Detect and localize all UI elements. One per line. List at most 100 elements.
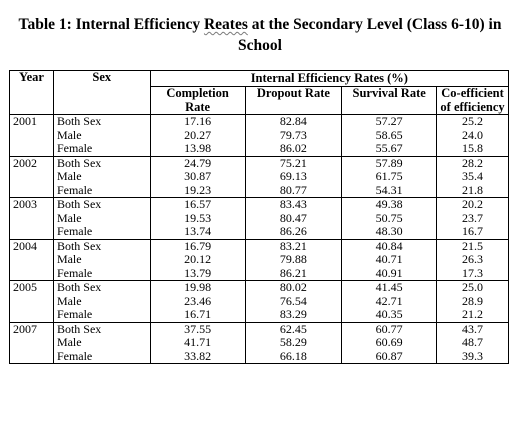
coefficient-cell: 25.0 — [436, 280, 509, 295]
survival-cell: 40.91 — [341, 266, 438, 281]
dropout-cell: 76.54 — [244, 294, 343, 308]
completion-cell: 13.79 — [149, 266, 246, 281]
completion-cell: 20.27 — [149, 128, 246, 142]
coefficient-cell: 25.2 — [436, 114, 509, 129]
survival-cell: 60.69 — [341, 335, 438, 350]
dropout-cell: 80.02 — [244, 280, 343, 295]
dropout-cell: 79.73 — [244, 128, 343, 142]
dropout-cell: 79.88 — [244, 252, 343, 267]
dropout-cell: 80.47 — [244, 211, 343, 225]
completion-cell: 24.79 — [149, 155, 246, 170]
survival-cell: 40.71 — [341, 252, 438, 267]
completion-cell: 16.57 — [149, 197, 246, 212]
table-row: Male 41.71 58.29 60.69 48.7 — [10, 335, 509, 350]
table-row: Female 13.74 86.26 48.30 16.7 — [10, 224, 509, 240]
sex-cell: Female — [52, 141, 151, 157]
completion-cell: 37.55 — [149, 321, 246, 336]
header-row-1: Year Sex Internal Efficiency Rates (%) — [9, 70, 510, 115]
sex-cell: Female — [52, 307, 151, 323]
sex-cell: Both Sex — [52, 197, 151, 212]
survival-cell: 54.31 — [341, 183, 438, 198]
completion-cell: 16.71 — [149, 307, 246, 323]
year-header: Year — [9, 70, 54, 115]
completion-cell: 19.98 — [149, 280, 246, 295]
completion-cell: 13.74 — [149, 224, 246, 240]
table-row: Male 23.46 76.54 42.71 28.9 — [10, 294, 509, 308]
coefficient-cell: 28.2 — [436, 155, 509, 170]
year-cell: 2002 — [9, 155, 54, 198]
table-row: Female 16.71 83.29 40.35 21.2 — [10, 307, 509, 323]
sex-header: Sex — [52, 70, 151, 115]
year-cell: 2005 — [9, 280, 54, 323]
completion-cell: 16.79 — [149, 238, 246, 253]
dropout-cell: 66.18 — [244, 349, 343, 364]
survival-cell: 49.38 — [341, 197, 438, 212]
table-row: Female 19.23 80.77 54.31 21.8 — [10, 183, 509, 198]
sex-cell: Both Sex — [52, 114, 151, 129]
table-row: 2001 Both Sex 17.16 82.84 57.27 25.2 — [9, 114, 509, 157]
completion-cell: 19.53 — [149, 211, 246, 225]
completion-cell: 17.16 — [149, 114, 246, 129]
survival-cell: 40.84 — [341, 238, 438, 253]
survival-cell: 48.30 — [341, 224, 438, 240]
completion-cell: 30.87 — [149, 169, 246, 184]
sex-cell: Female — [52, 224, 151, 240]
survival-cell: 57.89 — [341, 155, 438, 170]
dropout-cell: 83.29 — [244, 307, 343, 323]
survival-cell: 60.87 — [341, 349, 438, 364]
coefficient-header: Co-efficient of efficiency — [436, 86, 509, 115]
header-row-2: Completion Rate Dropout Rate Survival Ra… — [10, 86, 509, 115]
year-cell: 2003 — [9, 197, 54, 240]
sex-cell: Male — [52, 294, 151, 308]
table-row: 2004 Both Sex 16.79 83.21 40.84 21.5 — [9, 238, 509, 281]
dropout-cell: 83.43 — [244, 197, 343, 212]
dropout-cell: 82.84 — [244, 114, 343, 129]
survival-cell: 50.75 — [341, 211, 438, 225]
coefficient-cell: 21.8 — [436, 183, 509, 198]
coefficient-cell: 35.4 — [436, 169, 509, 184]
table-row: 2007 Both Sex 37.55 62.45 60.77 43.7 — [9, 321, 509, 364]
table-row: Female 13.79 86.21 40.91 17.3 — [10, 266, 509, 281]
dropout-cell: 86.21 — [244, 266, 343, 281]
completion-cell: 23.46 — [149, 294, 246, 308]
table-row: Male 20.12 79.88 40.71 26.3 — [10, 252, 509, 267]
sex-cell: Both Sex — [52, 155, 151, 170]
table-row: 2002 Both Sex 24.79 75.21 57.89 28.2 — [9, 155, 509, 198]
coefficient-cell: 15.8 — [436, 141, 509, 157]
title-text-pre: Table 1: Internal Efficiency — [18, 16, 204, 33]
survival-cell: 42.71 — [341, 294, 438, 308]
completion-cell: 20.12 — [149, 252, 246, 267]
title-line-1: Table 1: Internal Efficiency Reates at t… — [0, 14, 520, 35]
efficiency-table: Year Sex Internal Efficiency Rates (%) C… — [9, 70, 510, 364]
sex-cell: Male — [52, 211, 151, 225]
sex-cell: Female — [52, 266, 151, 281]
survival-cell: 58.65 — [341, 128, 438, 142]
dropout-cell: 62.45 — [244, 321, 343, 336]
dropout-cell: 75.21 — [244, 155, 343, 170]
table-row: Male 30.87 69.13 61.75 35.4 — [10, 169, 509, 184]
year-cell: 2001 — [9, 114, 54, 157]
coefficient-cell: 48.7 — [436, 335, 509, 350]
completion-cell: 13.98 — [149, 141, 246, 157]
survival-cell: 61.75 — [341, 169, 438, 184]
coefficient-cell: 23.7 — [436, 211, 509, 225]
title-line-2: School — [238, 37, 282, 54]
coefficient-cell: 21.2 — [436, 307, 509, 323]
sex-cell: Both Sex — [52, 321, 151, 336]
survival-cell: 60.77 — [341, 321, 438, 336]
title-text-post: at the Secondary Level (Class 6-10) in — [247, 16, 502, 33]
sex-cell: Male — [52, 128, 151, 142]
year-cell: 2004 — [9, 238, 54, 281]
completion-header: Completion Rate — [149, 86, 246, 115]
sex-cell: Both Sex — [52, 238, 151, 253]
table-row: Female 33.82 66.18 60.87 39.3 — [10, 349, 509, 364]
year-cell: 2007 — [9, 321, 54, 364]
completion-cell: 19.23 — [149, 183, 246, 198]
survival-cell: 41.45 — [341, 280, 438, 295]
sex-cell: Female — [52, 349, 151, 364]
table-row: Male 20.27 79.73 58.65 24.0 — [10, 128, 509, 142]
survival-cell: 55.67 — [341, 141, 438, 157]
table-row: Male 19.53 80.47 50.75 23.7 — [10, 211, 509, 225]
sex-cell: Male — [52, 335, 151, 350]
dropout-cell: 58.29 — [244, 335, 343, 350]
